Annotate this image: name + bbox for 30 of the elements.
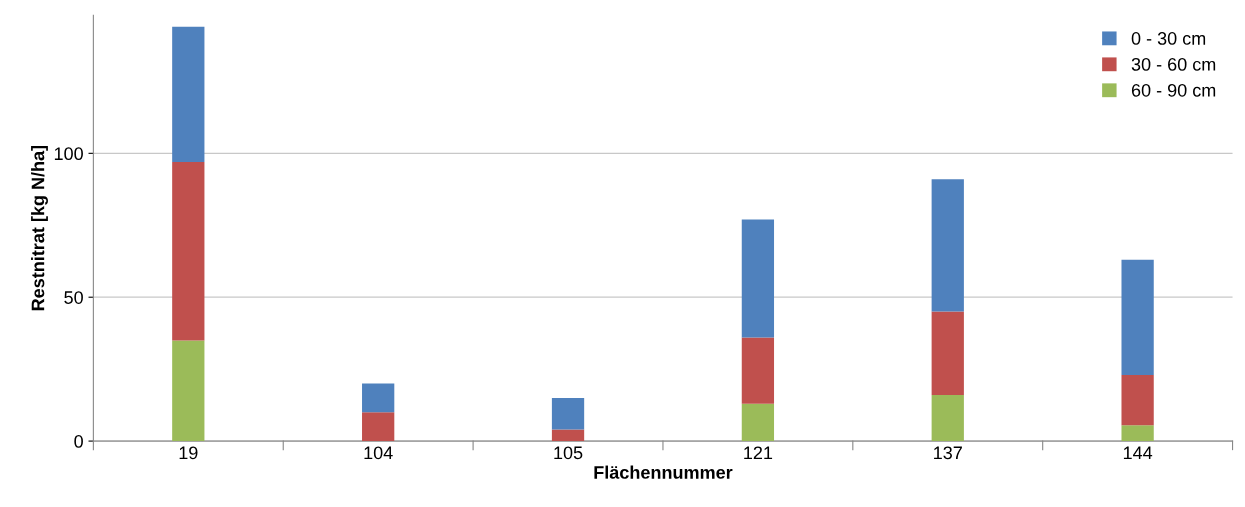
bar bbox=[741, 403, 775, 442]
legend-label: 60 - 90 cm bbox=[1131, 83, 1216, 97]
bar bbox=[172, 26, 205, 162]
x-tick-label: 104 bbox=[364, 446, 393, 460]
x-tick-label: 19 bbox=[179, 446, 198, 460]
bar bbox=[1121, 374, 1154, 426]
bar bbox=[551, 397, 585, 430]
y-axis-title: Restnitrat [kg N/ha] bbox=[31, 145, 48, 311]
legend-label: 30 - 60 cm bbox=[1131, 57, 1216, 71]
bar bbox=[931, 395, 964, 442]
y-tick-label: 0 bbox=[74, 435, 83, 448]
x-axis-title: Flächennummer bbox=[594, 465, 733, 479]
bar bbox=[172, 161, 205, 341]
bar bbox=[1121, 259, 1154, 375]
bar bbox=[362, 412, 395, 442]
bar bbox=[551, 429, 585, 442]
legend-label: 0 - 30 cm bbox=[1131, 32, 1206, 45]
bar bbox=[931, 179, 964, 312]
bar bbox=[172, 340, 205, 442]
y-tick-label: 100 bbox=[54, 147, 83, 161]
x-tick-label: 105 bbox=[554, 446, 583, 460]
bar bbox=[931, 311, 964, 396]
bar bbox=[362, 383, 395, 413]
bar bbox=[1121, 425, 1154, 442]
x-tick-label: 144 bbox=[1123, 446, 1153, 460]
bar bbox=[741, 337, 775, 404]
x-tick-label: 121 bbox=[744, 446, 773, 460]
bar bbox=[741, 219, 775, 338]
x-tick-label: 137 bbox=[934, 446, 962, 460]
y-tick-label: 50 bbox=[64, 291, 83, 304]
